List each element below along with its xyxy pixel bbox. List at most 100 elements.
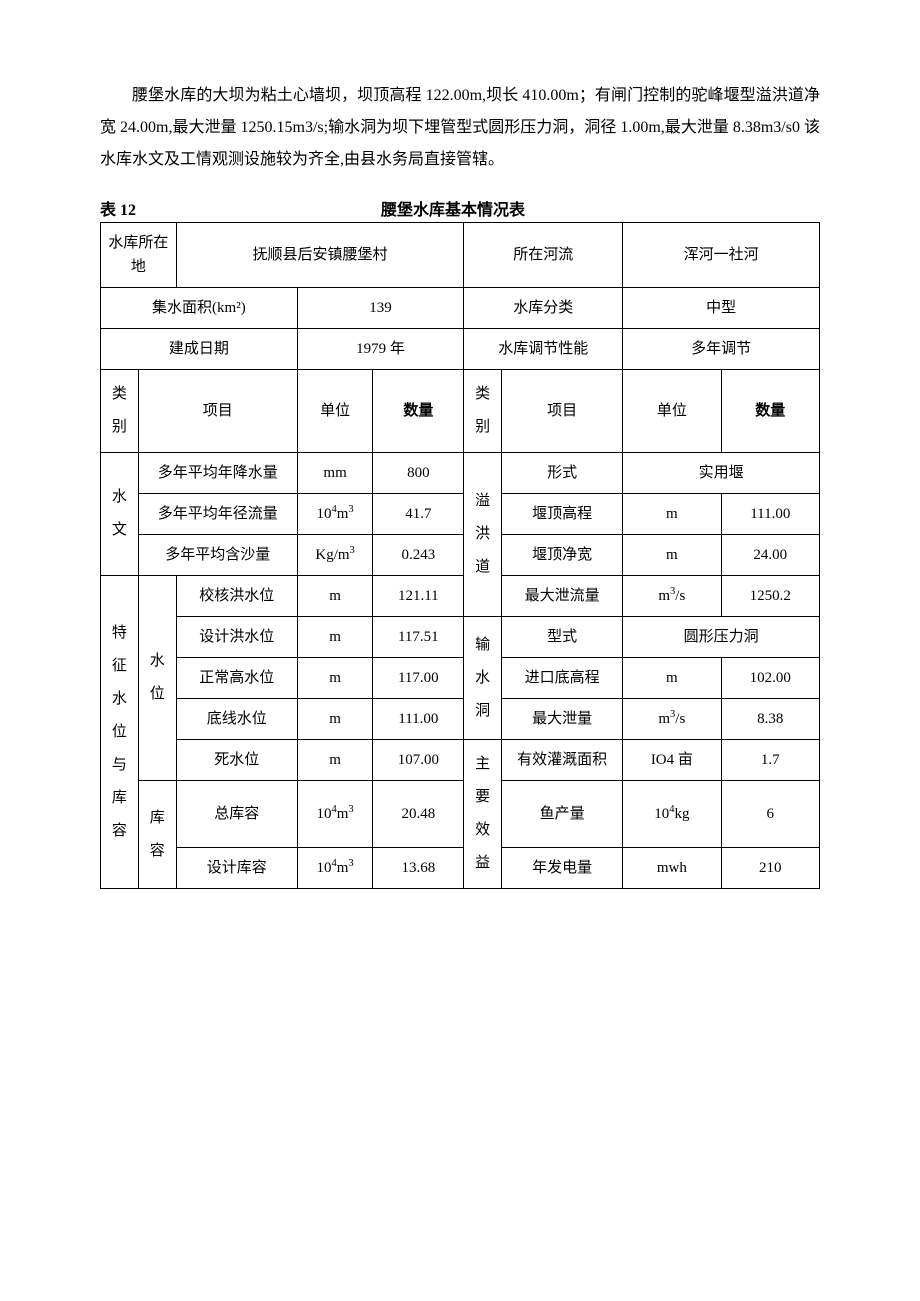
table-row: 水库所在地 抚顺县后安镇腰堡村 所在河流 浑河一社河 [101,223,820,288]
item: 堰顶高程 [502,494,623,535]
item: 多年平均年降水量 [138,453,297,494]
table-row: 类别 项目 单位 数量 类别 项目 单位 数量 [101,370,820,453]
unit: mwh [623,847,721,889]
item: 校核洪水位 [176,576,297,617]
colhead-item-l: 项目 [138,370,297,453]
table-row: 死水位 m 107.00 主要效益 有效灌溉面积 IO4 亩 1.7 [101,740,820,781]
qty: 41.7 [373,494,464,535]
cell-date-label: 建成日期 [101,329,298,370]
qty: 117.51 [373,617,464,658]
table-row: 多年平均年径流量 104m3 41.7 堰顶高程 m 111.00 [101,494,820,535]
table-title: 腰堡水库基本情况表 [136,196,820,220]
cell-river-label: 所在河流 [464,223,623,288]
qty: 800 [373,453,464,494]
subcat-capacity: 库容 [138,781,176,889]
table-row: 底线水位 m 111.00 最大泄量 m3/s 8.38 [101,699,820,740]
qty: 6 [721,781,819,848]
unit: m [297,576,373,617]
qty: 107.00 [373,740,464,781]
qty: 111.00 [721,494,819,535]
item: 设计洪水位 [176,617,297,658]
cell-river-val: 浑河一社河 [623,223,820,288]
table-row: 特征水位与库容 水位 校核洪水位 m 121.11 最大泄流量 m3/s 125… [101,576,820,617]
subcat-water-level: 水位 [138,576,176,781]
qty: 102.00 [721,658,819,699]
colhead-item-r: 项目 [502,370,623,453]
item: 底线水位 [176,699,297,740]
unit: m3/s [623,576,721,617]
unit: m [297,699,373,740]
item: 形式 [502,453,623,494]
qty: 1250.2 [721,576,819,617]
item: 正常高水位 [176,658,297,699]
intro-paragraph: 腰堡水库的大坝为粘土心墙坝，坝顶高程 122.00m,坝长 410.00m；有闸… [100,80,820,176]
colhead-cat-l: 类别 [101,370,139,453]
item: 最大泄量 [502,699,623,740]
unit: Kg/m3 [297,535,373,576]
colhead-qty-l: 数量 [373,370,464,453]
item: 型式 [502,617,623,658]
cell-date-val: 1979 年 [297,329,463,370]
table-row: 水文 多年平均年降水量 mm 800 溢洪道 形式 实用堰 [101,453,820,494]
unit: 104kg [623,781,721,848]
cat-spillway: 溢洪道 [464,453,502,617]
colhead-qty-r: 数量 [721,370,819,453]
item: 堰顶净宽 [502,535,623,576]
merged-val: 圆形压力洞 [623,617,820,658]
unit: m [297,658,373,699]
table-row: 集水面积(km²) 139 水库分类 中型 [101,288,820,329]
table-row: 建成日期 1979 年 水库调节性能 多年调节 [101,329,820,370]
colhead-cat-r: 类别 [464,370,502,453]
cell-area-val: 139 [297,288,463,329]
table-row: 库容 总库容 104m3 20.48 鱼产量 104kg 6 [101,781,820,848]
cat-benefit: 主要效益 [464,740,502,889]
cat-hydrology: 水文 [101,453,139,576]
cell-class-val: 中型 [623,288,820,329]
item: 多年平均年径流量 [138,494,297,535]
item: 进口底高程 [502,658,623,699]
item: 多年平均含沙量 [138,535,297,576]
merged-val: 实用堰 [623,453,820,494]
cell-class-label: 水库分类 [464,288,623,329]
unit: m [623,658,721,699]
qty: 0.243 [373,535,464,576]
unit: 104m3 [297,847,373,889]
table-row: 设计洪水位 m 117.51 输水洞 型式 圆形压力洞 [101,617,820,658]
table-header: 表 12 腰堡水库基本情况表 [100,196,820,220]
table-label: 表 12 [100,196,136,220]
table-row: 正常高水位 m 117.00 进口底高程 m 102.00 [101,658,820,699]
colhead-unit-r: 单位 [623,370,721,453]
item: 年发电量 [502,847,623,889]
cell-area-label: 集水面积(km²) [101,288,298,329]
table-row: 设计库容 104m3 13.68 年发电量 mwh 210 [101,847,820,889]
qty: 13.68 [373,847,464,889]
qty: 210 [721,847,819,889]
unit: m [297,740,373,781]
cell-reg-val: 多年调节 [623,329,820,370]
cat-char: 特征水位与库容 [101,576,139,889]
item: 死水位 [176,740,297,781]
colhead-unit-l: 单位 [297,370,373,453]
qty: 111.00 [373,699,464,740]
table-row: 多年平均含沙量 Kg/m3 0.243 堰顶净宽 m 24.00 [101,535,820,576]
unit: IO4 亩 [623,740,721,781]
item: 有效灌溉面积 [502,740,623,781]
qty: 121.11 [373,576,464,617]
unit: m [623,494,721,535]
cell-location-val: 抚顺县后安镇腰堡村 [176,223,464,288]
item: 设计库容 [176,847,297,889]
unit: m [297,617,373,658]
cell-reg-label: 水库调节性能 [464,329,623,370]
qty: 8.38 [721,699,819,740]
cat-outlet: 输水洞 [464,617,502,740]
item: 最大泄流量 [502,576,623,617]
unit: m [623,535,721,576]
qty: 20.48 [373,781,464,848]
cell-location-label: 水库所在地 [101,223,177,288]
item: 鱼产量 [502,781,623,848]
item: 总库容 [176,781,297,848]
unit: mm [297,453,373,494]
qty: 1.7 [721,740,819,781]
unit: 104m3 [297,781,373,848]
qty: 24.00 [721,535,819,576]
